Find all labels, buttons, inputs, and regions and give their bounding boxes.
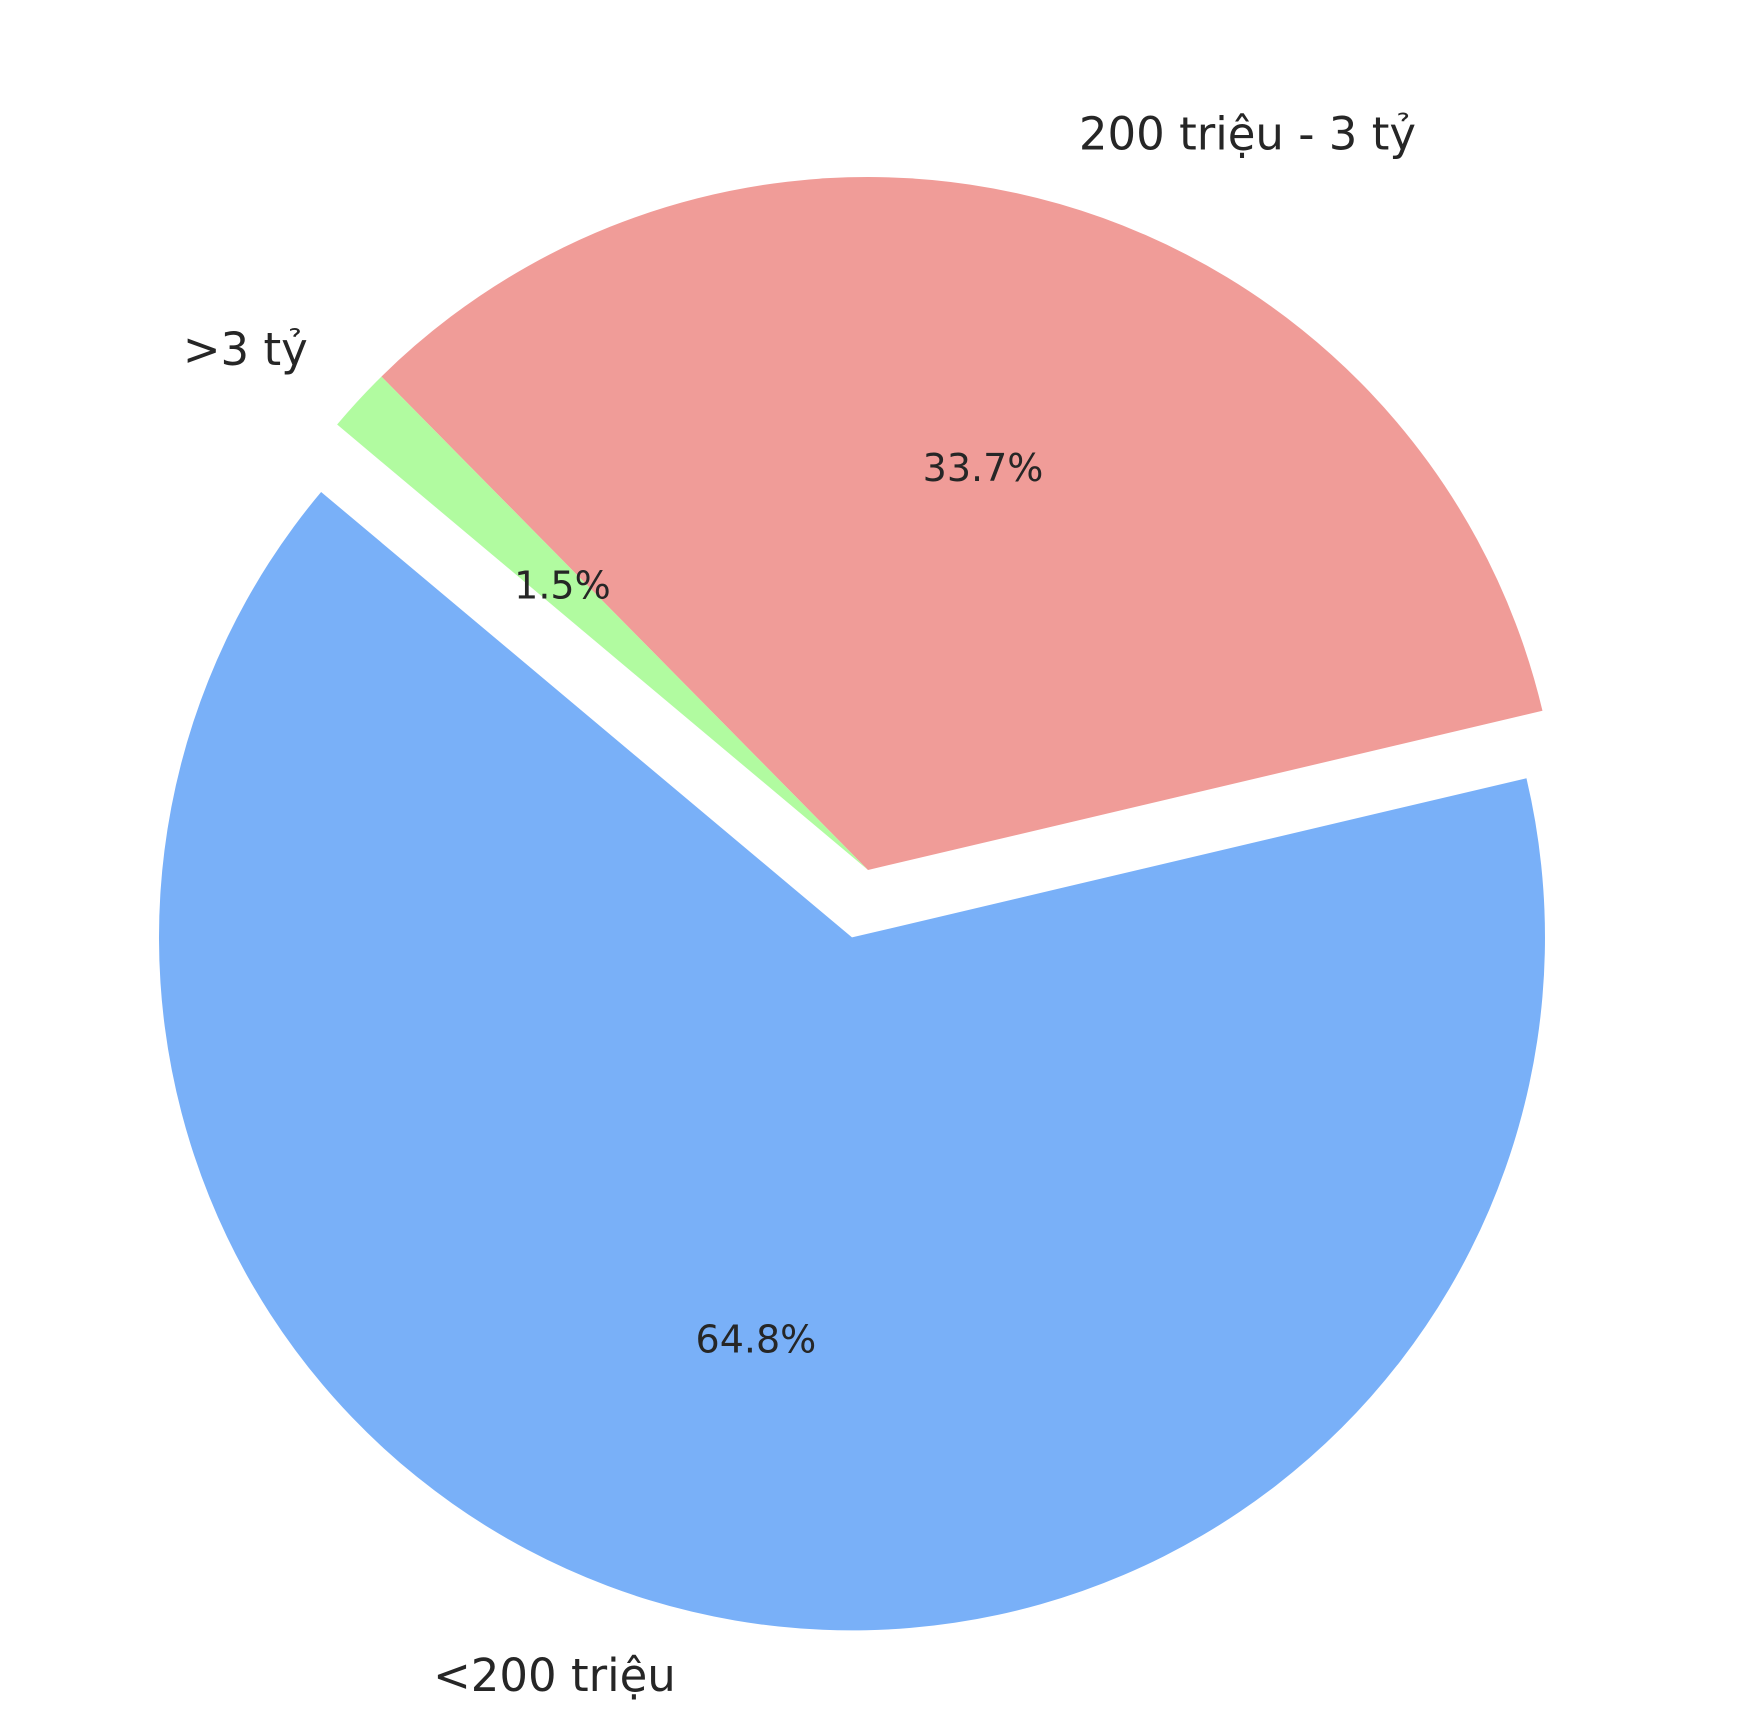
pie-slice [381,176,1543,870]
slice-label: <200 triệu [433,1649,676,1702]
pct-label: 64.8% [696,1317,817,1361]
pie-slice [158,491,1545,1631]
slice-label: 200 triệu - 3 tỷ [1079,107,1416,160]
slice-label: >3 tỷ [183,323,308,376]
pct-label: 1.5% [514,564,611,608]
pie-slice [337,376,868,870]
pct-label: 33.7% [923,446,1044,490]
